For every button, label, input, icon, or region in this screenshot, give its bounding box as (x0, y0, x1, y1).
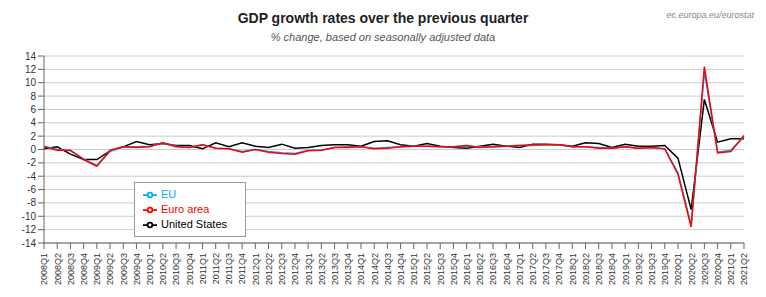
svg-text:2011Q1: 2011Q1 (198, 253, 208, 284)
svg-text:2019Q4: 2019Q4 (660, 253, 670, 285)
svg-text:4: 4 (30, 117, 36, 128)
html-text:ec.europa.eu/eurostat: ec.europa.eu/eurostat (666, 10, 754, 20)
svg-text:2015Q3: 2015Q3 (436, 253, 446, 285)
svg-text:2012Q2: 2012Q2 (264, 253, 274, 285)
svg-text:2021Q2: 2021Q2 (739, 253, 749, 285)
html-text:United States: United States (161, 217, 227, 230)
svg-text:8: 8 (30, 91, 36, 102)
svg-text:2012Q3: 2012Q3 (277, 253, 287, 285)
html-text:% change, based on seasonally: % change, based on seasonally adjusted d… (270, 31, 496, 43)
svg-text:-8: -8 (27, 197, 36, 208)
svg-text:2021Q1: 2021Q1 (726, 253, 736, 285)
svg-text:2011Q4: 2011Q4 (238, 253, 248, 284)
svg-text:2019Q1: 2019Q1 (621, 253, 631, 285)
svg-text:2014Q2: 2014Q2 (370, 253, 380, 285)
svg-text:2016Q2: 2016Q2 (475, 253, 485, 285)
svg-text:2010Q1: 2010Q1 (145, 253, 155, 285)
svg-text:2020Q2: 2020Q2 (687, 253, 697, 285)
svg-text:2009Q2: 2009Q2 (105, 253, 115, 285)
svg-text:2009Q3: 2009Q3 (119, 253, 129, 285)
svg-text:2011Q2: 2011Q2 (211, 253, 221, 284)
svg-text:2010Q2: 2010Q2 (158, 253, 168, 285)
svg-text:-2: -2 (27, 157, 36, 168)
svg-text:2010Q3: 2010Q3 (171, 253, 181, 285)
svg-text:-6: -6 (27, 184, 36, 195)
svg-text:2008Q2: 2008Q2 (53, 253, 63, 285)
svg-text:2018Q2: 2018Q2 (581, 253, 591, 285)
svg-text:6: 6 (30, 104, 36, 115)
svg-text:-4: -4 (27, 171, 36, 182)
svg-text:12: 12 (25, 64, 37, 75)
svg-text:2018Q4: 2018Q4 (607, 253, 617, 285)
svg-text:2016Q4: 2016Q4 (502, 253, 512, 285)
svg-text:14: 14 (25, 51, 37, 62)
svg-text:2020Q3: 2020Q3 (700, 253, 710, 285)
svg-text:2013Q4: 2013Q4 (343, 253, 353, 285)
svg-text:2010Q4: 2010Q4 (185, 253, 195, 285)
svg-text:-10: -10 (22, 211, 37, 222)
svg-text:2017Q2: 2017Q2 (528, 253, 538, 285)
svg-text:-12: -12 (22, 224, 37, 235)
svg-text:2008Q3: 2008Q3 (66, 253, 76, 285)
svg-text:2015Q4: 2015Q4 (449, 253, 459, 285)
svg-text:2017Q4: 2017Q4 (554, 253, 564, 285)
svg-text:2017Q1: 2017Q1 (515, 253, 525, 285)
svg-text:2017Q3: 2017Q3 (541, 253, 551, 285)
svg-text:2016Q1: 2016Q1 (462, 253, 472, 285)
svg-text:2014Q4: 2014Q4 (396, 253, 406, 285)
svg-text:2020Q4: 2020Q4 (713, 253, 723, 285)
svg-text:2012Q1: 2012Q1 (251, 253, 261, 285)
svg-text:2013Q1: 2013Q1 (304, 253, 314, 285)
svg-text:2009Q4: 2009Q4 (132, 253, 142, 285)
svg-text:2016Q3: 2016Q3 (488, 253, 498, 285)
svg-text:2018Q1: 2018Q1 (568, 253, 578, 285)
svg-text:2011Q3: 2011Q3 (224, 253, 234, 284)
svg-text:2008Q1: 2008Q1 (39, 253, 49, 285)
svg-text:2: 2 (30, 131, 36, 142)
html-text:GDP growth rates over the prev: GDP growth rates over the previous quart… (237, 10, 529, 26)
svg-text:-14: -14 (22, 238, 37, 249)
svg-text:2012Q4: 2012Q4 (290, 253, 300, 285)
svg-text:2009Q1: 2009Q1 (92, 253, 102, 285)
svg-text:2020Q1: 2020Q1 (673, 253, 683, 285)
svg-text:2019Q2: 2019Q2 (634, 253, 644, 285)
html-text:Euro area: Euro area (161, 202, 210, 215)
html-text:EU: EU (161, 187, 177, 200)
svg-text:2014Q1: 2014Q1 (356, 253, 366, 285)
svg-text:2008Q4: 2008Q4 (79, 253, 89, 285)
svg-text:2015Q1: 2015Q1 (409, 253, 419, 285)
svg-text:10: 10 (25, 77, 37, 88)
svg-text:2013Q3: 2013Q3 (330, 253, 340, 285)
svg-text:2018Q3: 2018Q3 (594, 253, 604, 285)
svg-text:2014Q3: 2014Q3 (383, 253, 393, 285)
svg-text:0: 0 (30, 144, 36, 155)
svg-text:2013Q2: 2013Q2 (317, 253, 327, 285)
svg-text:2019Q3: 2019Q3 (647, 253, 657, 285)
svg-text:2015Q2: 2015Q2 (422, 253, 432, 285)
